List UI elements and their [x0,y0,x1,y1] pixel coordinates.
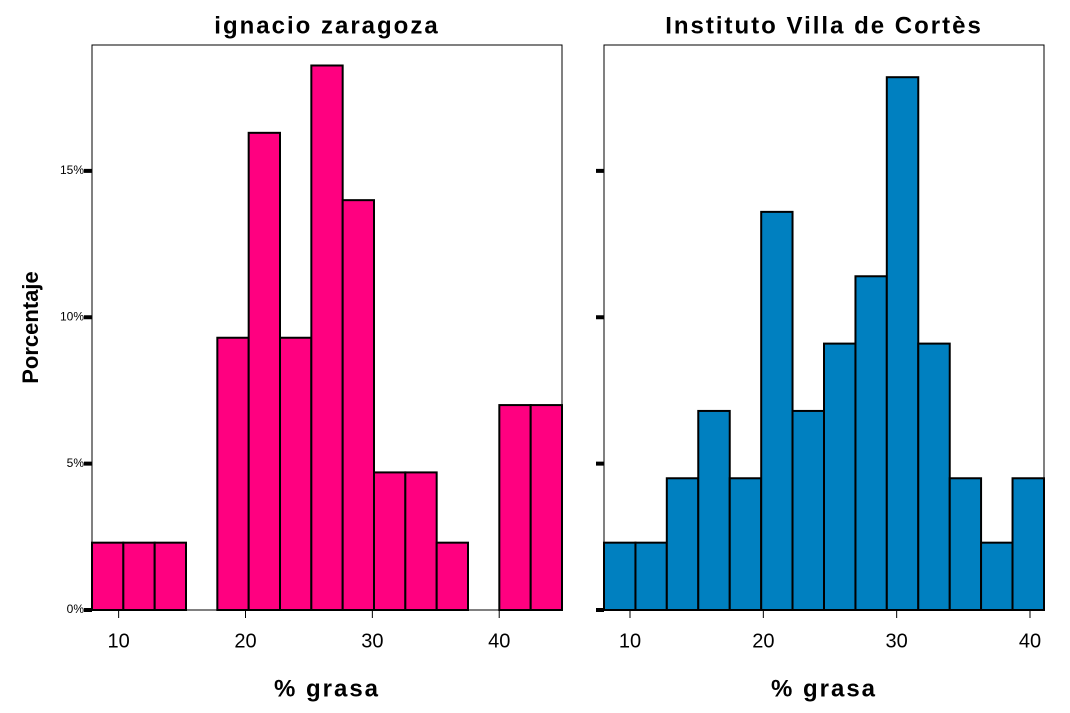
bar [341,199,375,612]
bar [697,409,731,611]
x-tick-label: 40 [1019,630,1041,652]
x-tick-label: 20 [752,630,774,652]
bar [1011,477,1045,611]
bar [791,409,825,611]
bar [279,336,313,611]
y-tick-label: 0% [67,602,85,616]
y-tick-label: 5% [67,456,85,470]
bar [153,541,188,611]
bar [404,471,438,611]
y-tick-label: 10% [60,309,84,323]
x-tick-label: 40 [488,630,510,652]
bar [373,471,407,611]
bar [823,342,857,611]
plot-frame [603,44,1045,611]
chart-title: Instituto Villa de Cortès [665,12,983,39]
x-axis-label: % grasa [771,675,877,702]
bar [634,541,668,611]
bar [760,210,794,611]
plot-frame [91,44,563,611]
bar [122,541,156,611]
bar [854,275,888,611]
bar [885,76,920,611]
x-axis-label: % grasa [274,675,380,702]
bar [310,64,344,611]
y-axis-label: Porcentaje [18,271,43,384]
bar [948,477,983,611]
chart-title: ignacio zaragoza [214,12,439,39]
x-tick-label: 10 [108,630,130,652]
bar [728,477,763,611]
bar [980,541,1014,611]
bar [216,336,250,611]
bar [435,541,469,611]
y-tick-label: 15% [60,163,84,177]
x-tick-label: 20 [234,630,256,652]
x-tick-label: 30 [886,630,908,652]
bar [603,541,637,611]
bar [917,342,951,611]
bar [529,404,564,612]
bar [91,541,125,611]
bar [498,404,532,612]
bar [665,477,700,611]
bar [247,131,282,612]
x-tick-label: 30 [361,630,383,652]
x-tick-label: 10 [619,630,641,652]
